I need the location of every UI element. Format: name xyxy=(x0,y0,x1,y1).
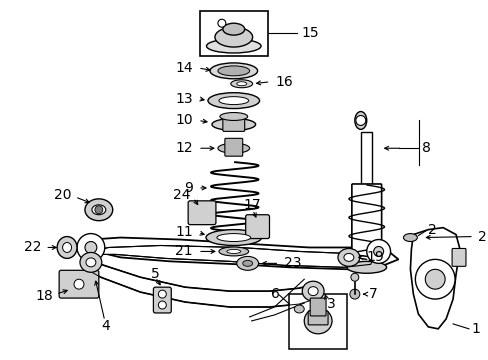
Text: 15: 15 xyxy=(301,26,318,40)
Text: 1: 1 xyxy=(470,322,479,336)
FancyBboxPatch shape xyxy=(59,270,99,298)
Text: 20: 20 xyxy=(54,188,71,202)
FancyBboxPatch shape xyxy=(224,138,242,156)
Ellipse shape xyxy=(354,112,366,129)
FancyBboxPatch shape xyxy=(361,132,371,188)
Circle shape xyxy=(366,239,390,264)
Text: 7: 7 xyxy=(368,287,377,301)
Text: 11: 11 xyxy=(175,225,193,239)
Text: 5: 5 xyxy=(151,267,160,281)
Ellipse shape xyxy=(220,113,247,121)
Circle shape xyxy=(77,234,104,261)
FancyBboxPatch shape xyxy=(153,287,171,313)
Circle shape xyxy=(355,116,365,125)
Text: 13: 13 xyxy=(175,92,193,105)
Ellipse shape xyxy=(304,308,331,334)
Text: 22: 22 xyxy=(24,240,41,255)
Text: 24: 24 xyxy=(172,188,190,202)
Ellipse shape xyxy=(403,234,416,242)
Circle shape xyxy=(74,279,84,289)
Text: 2: 2 xyxy=(477,230,486,244)
Ellipse shape xyxy=(85,199,113,221)
Text: 23: 23 xyxy=(284,256,301,270)
Polygon shape xyxy=(91,246,373,267)
FancyBboxPatch shape xyxy=(351,184,381,265)
Ellipse shape xyxy=(209,63,257,79)
Polygon shape xyxy=(409,228,459,329)
Ellipse shape xyxy=(307,287,318,296)
Bar xyxy=(289,294,346,349)
Ellipse shape xyxy=(86,258,96,267)
Ellipse shape xyxy=(215,27,252,47)
Circle shape xyxy=(85,242,97,253)
Ellipse shape xyxy=(223,23,244,35)
Ellipse shape xyxy=(302,281,324,301)
FancyBboxPatch shape xyxy=(188,201,216,225)
Ellipse shape xyxy=(218,66,249,76)
Circle shape xyxy=(373,247,383,256)
Text: 16: 16 xyxy=(275,75,293,89)
Ellipse shape xyxy=(80,252,102,272)
Ellipse shape xyxy=(211,118,255,130)
Ellipse shape xyxy=(343,253,353,261)
Ellipse shape xyxy=(205,230,261,246)
FancyBboxPatch shape xyxy=(307,311,327,325)
Text: 8: 8 xyxy=(422,141,430,155)
Text: 9: 9 xyxy=(184,181,193,195)
Text: 17: 17 xyxy=(244,198,261,212)
Ellipse shape xyxy=(92,205,105,215)
Ellipse shape xyxy=(236,256,258,270)
Circle shape xyxy=(414,260,454,299)
FancyBboxPatch shape xyxy=(451,248,465,266)
Ellipse shape xyxy=(217,234,250,242)
Circle shape xyxy=(218,19,225,27)
Ellipse shape xyxy=(236,82,246,86)
Bar xyxy=(200,11,267,56)
Ellipse shape xyxy=(218,143,249,153)
Ellipse shape xyxy=(57,237,77,258)
Circle shape xyxy=(158,301,166,309)
Text: 19: 19 xyxy=(366,251,384,264)
Ellipse shape xyxy=(219,96,248,105)
Ellipse shape xyxy=(207,93,259,109)
Polygon shape xyxy=(73,238,398,269)
Text: 10: 10 xyxy=(175,113,193,127)
Ellipse shape xyxy=(62,243,71,252)
Circle shape xyxy=(425,269,444,289)
Ellipse shape xyxy=(219,247,248,256)
Ellipse shape xyxy=(242,260,252,266)
Ellipse shape xyxy=(294,305,304,313)
Text: 14: 14 xyxy=(175,61,193,75)
FancyBboxPatch shape xyxy=(309,298,325,316)
Text: 6: 6 xyxy=(270,287,279,301)
Circle shape xyxy=(350,273,358,281)
Ellipse shape xyxy=(206,39,261,53)
Text: 12: 12 xyxy=(175,141,193,155)
Polygon shape xyxy=(83,257,314,307)
Circle shape xyxy=(95,206,102,214)
Text: 4: 4 xyxy=(101,319,109,333)
Text: 18: 18 xyxy=(35,289,53,303)
Ellipse shape xyxy=(230,80,252,88)
Ellipse shape xyxy=(337,248,359,266)
FancyBboxPatch shape xyxy=(245,215,269,239)
Circle shape xyxy=(158,290,166,298)
Text: 3: 3 xyxy=(326,297,335,311)
Text: 21: 21 xyxy=(175,244,193,258)
Circle shape xyxy=(349,289,359,299)
Text: 2: 2 xyxy=(427,222,436,237)
Ellipse shape xyxy=(346,261,386,273)
Ellipse shape xyxy=(226,249,240,253)
FancyBboxPatch shape xyxy=(223,116,244,131)
